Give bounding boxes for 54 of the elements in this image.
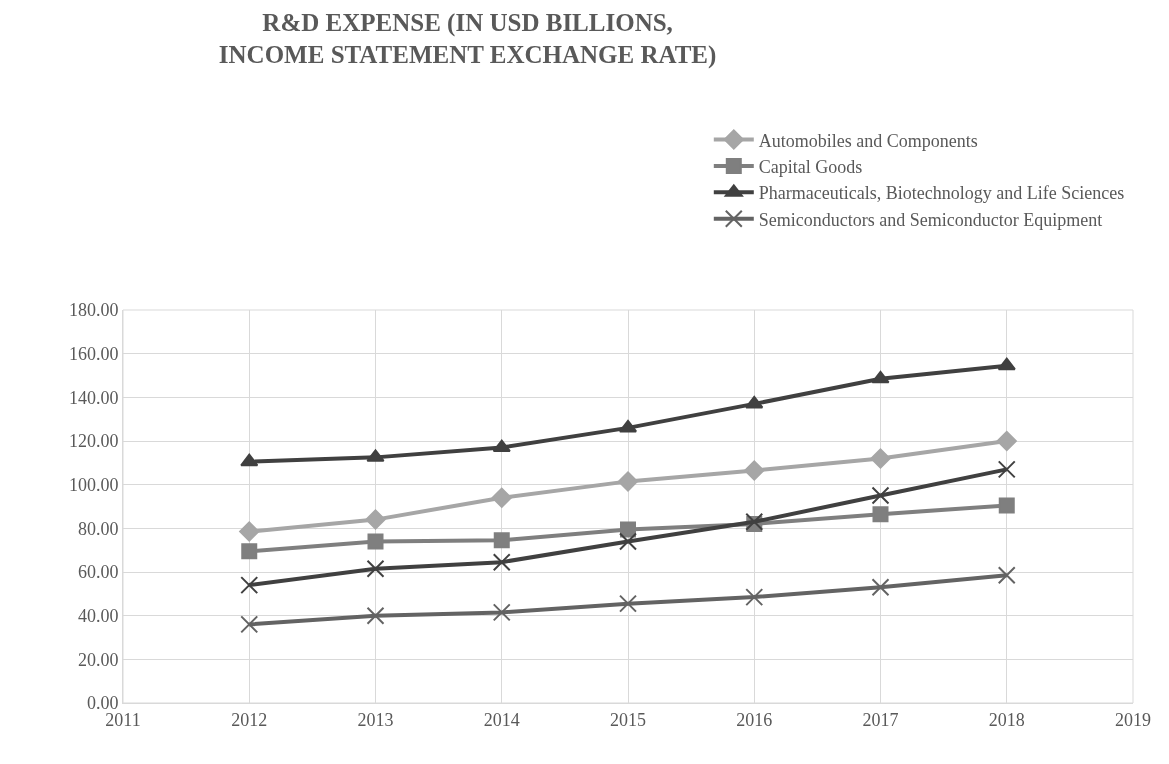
- y-tick-label: 140.00: [68, 387, 119, 408]
- point: [239, 521, 260, 542]
- y-tick-label: 160.00: [68, 343, 119, 364]
- point: [367, 533, 384, 550]
- point: [620, 521, 636, 538]
- point: [618, 419, 638, 433]
- point: [870, 448, 891, 469]
- point: [241, 543, 258, 560]
- legend-label: Semiconductors and Semiconductor Equipment: [758, 209, 1103, 230]
- x-tick-label: 2015: [610, 709, 646, 730]
- point: [872, 506, 889, 523]
- point: [492, 603, 511, 622]
- x-tick-label: 2016: [736, 709, 773, 730]
- point: [619, 594, 637, 613]
- point: [366, 559, 385, 578]
- point: [997, 357, 1016, 371]
- point: [619, 532, 637, 551]
- point: [492, 553, 511, 572]
- x-tick-label: 2013: [357, 709, 394, 730]
- legend-label: Pharmaceuticals, Biotechnology and Life Sciences: [758, 183, 1125, 204]
- legend-label: Automobiles and Components: [758, 130, 978, 151]
- point: [871, 370, 890, 384]
- point: [240, 576, 259, 595]
- point: [240, 615, 259, 634]
- y-tick-label: 20.00: [77, 649, 119, 670]
- legend-label: Capital Goods: [758, 156, 863, 177]
- point: [996, 430, 1017, 452]
- point: [745, 588, 764, 607]
- y-tick-label: 40.00: [77, 605, 119, 626]
- x-tick-label: 2019: [1115, 709, 1151, 730]
- point: [745, 395, 764, 409]
- y-tick-label: 60.00: [77, 562, 119, 583]
- point: [871, 578, 890, 597]
- x-tick-label: 2014: [483, 709, 520, 730]
- point: [240, 453, 259, 467]
- chart-title: R&D EXPENSE (IN USD BILLIONS, INCOME STATEMENT EXCHANGE RATE): [218, 8, 717, 70]
- point: [366, 606, 385, 625]
- y-tick-label: 180.00: [68, 300, 119, 321]
- point: [998, 497, 1015, 514]
- point: [871, 486, 890, 505]
- point: [492, 439, 511, 453]
- point: [997, 566, 1016, 585]
- y-tick-label: 100.00: [68, 474, 119, 495]
- point: [997, 460, 1016, 479]
- point: [493, 532, 510, 549]
- point: [744, 460, 765, 481]
- x-tick-label: 2012: [231, 709, 268, 730]
- point: [365, 509, 386, 530]
- x-tick-label: 2018: [988, 709, 1025, 730]
- x-tick-label: 2017: [862, 709, 899, 730]
- y-tick-label: 80.00: [77, 518, 119, 539]
- point: [617, 471, 639, 492]
- y-tick-label: 120.00: [68, 431, 119, 452]
- point: [491, 487, 512, 508]
